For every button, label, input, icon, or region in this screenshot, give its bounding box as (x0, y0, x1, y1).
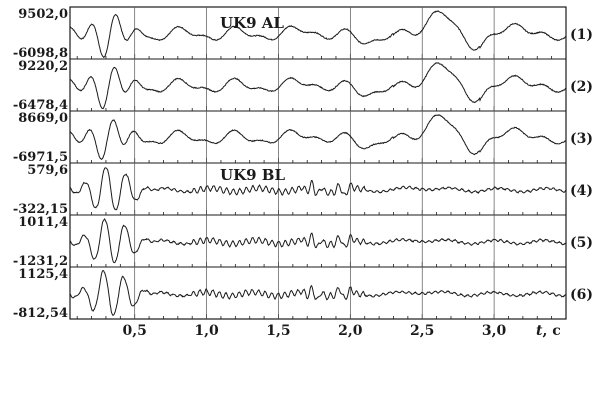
trace-1 (69, 10, 567, 59)
trace-3 (69, 114, 567, 160)
x-tick-label-2: 1,5 (266, 323, 290, 339)
y-max-label-2: 9220,2 (18, 59, 68, 74)
series-label-1: (1) (570, 27, 593, 43)
trace-4 (69, 167, 567, 211)
x-tick-label-0: 0,5 (123, 323, 147, 339)
y-max-label-5: 1011,4 (18, 215, 68, 230)
vertical-gridlines (134, 7, 495, 319)
y-max-label-1: 9502,0 (18, 7, 68, 22)
y-max-label-3: 8669,0 (18, 111, 68, 126)
trace-6 (69, 269, 567, 317)
x-tick-label-1: 1,0 (194, 323, 219, 339)
series-label-3: (3) (570, 131, 593, 147)
y-min-label-6: -812,54 (13, 306, 68, 321)
series-label-5: (5) (570, 235, 593, 251)
y-min-label-5: -1231,2 (13, 254, 68, 269)
group-label-al: UK9 AL (220, 14, 284, 32)
traces (69, 10, 567, 317)
trace-2 (69, 62, 566, 110)
x-tick-label-4: 2,5 (410, 323, 434, 339)
labels: 9502,0 -6098,8 (1) 9220,2 -6478,4 (2) 8669,0 -6… (13, 7, 593, 339)
y-max-label-6: 1125,4 (18, 267, 68, 282)
y-min-label-1: -6098,8 (13, 46, 68, 61)
x-tick-label-3: 2,0 (338, 323, 363, 339)
y-min-label-2: -6478,4 (13, 98, 68, 113)
group-label-bl: UK9 BL (220, 166, 285, 184)
series-label-2: (2) (570, 79, 593, 95)
y-min-label-4: -322,15 (13, 202, 68, 217)
x-axis-label: t, c (536, 323, 561, 339)
x-tick-label-5: 3,0 (482, 323, 507, 339)
trace-5 (69, 217, 567, 264)
series-label-6: (6) (570, 287, 593, 303)
panel-frames (69, 6, 567, 320)
y-max-label-4: 579,6 (27, 163, 68, 178)
series-label-4: (4) (570, 183, 593, 199)
y-min-label-3: -6971,5 (13, 150, 68, 165)
